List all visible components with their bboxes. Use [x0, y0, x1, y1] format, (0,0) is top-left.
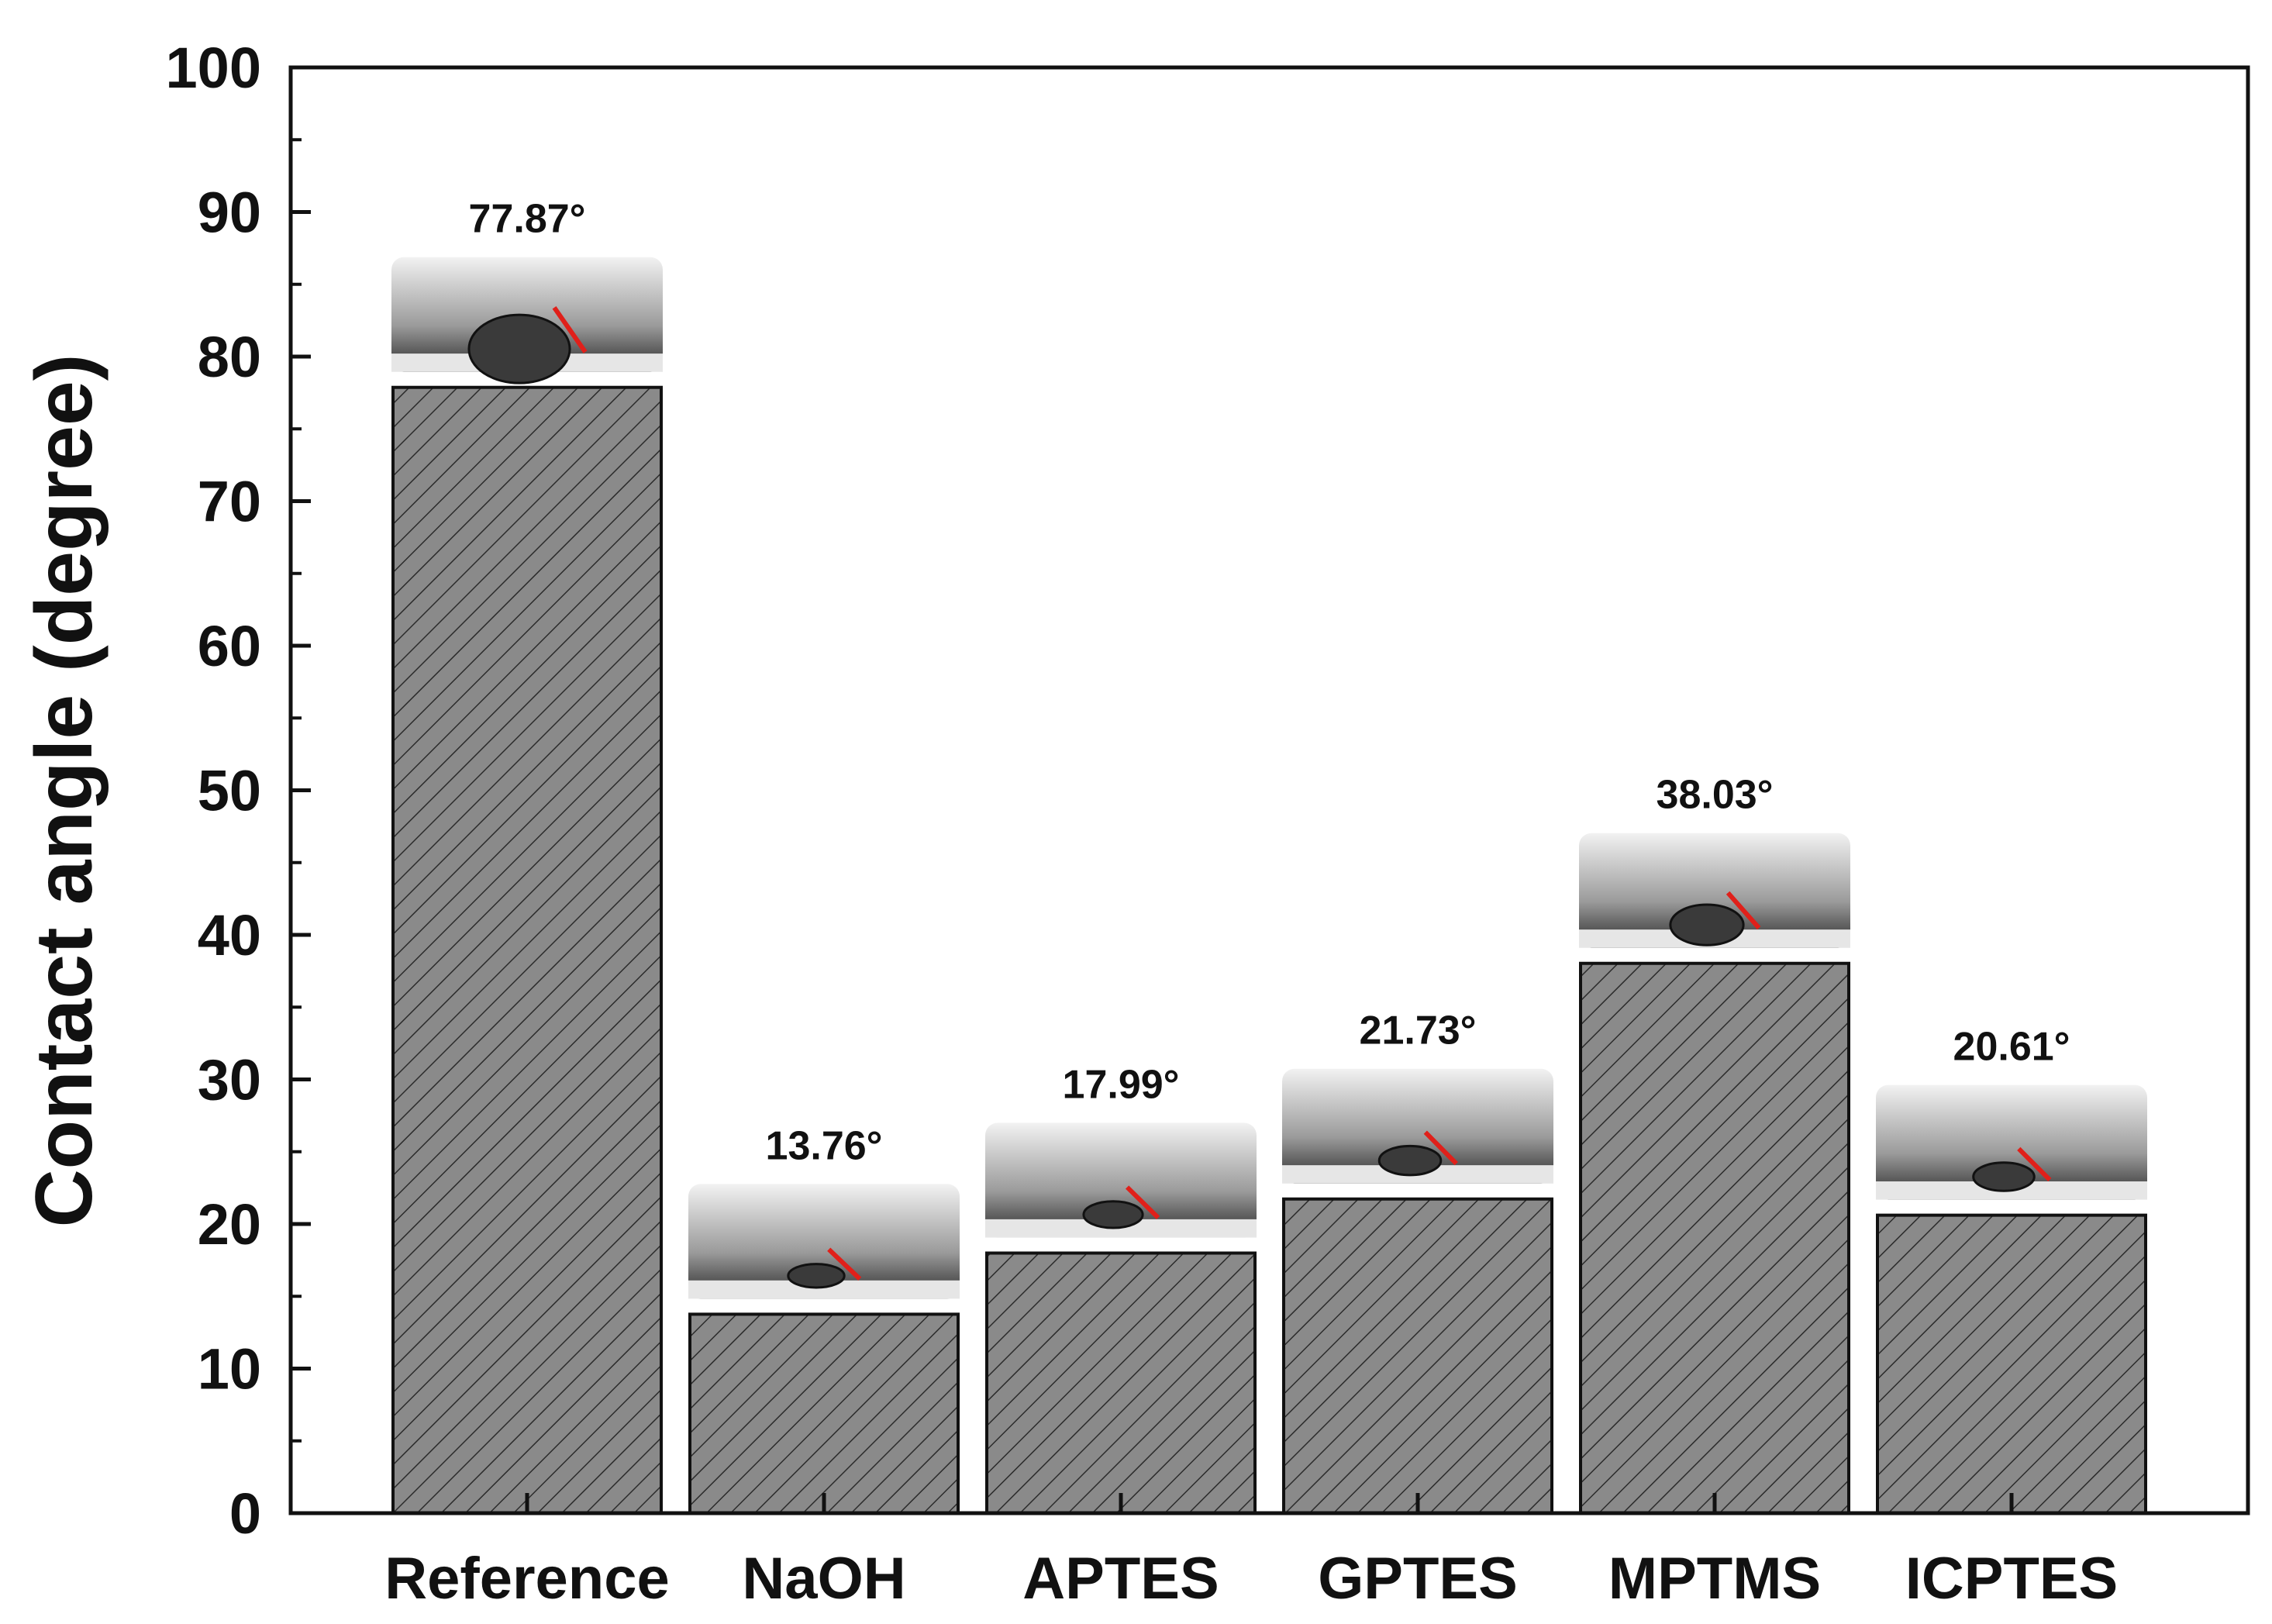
category-label-mptms: MPTMS: [1608, 1546, 1821, 1612]
data-label-naoh: 13.76°: [766, 1123, 883, 1168]
y-axis-title: Contact angle (degree): [19, 354, 109, 1228]
droplet-shape: [1082, 1200, 1144, 1229]
category-label-aptes: APTES: [1022, 1546, 1219, 1612]
y-tick-label: 20: [198, 1192, 261, 1257]
droplet-inset-gptes: [1282, 1068, 1553, 1184]
bar-icptes: [1876, 1213, 2147, 1515]
y-tick-label: 40: [198, 903, 261, 967]
y-tick-label: 60: [198, 614, 261, 678]
category-label-icptes: ICPTES: [1905, 1546, 2119, 1612]
bar-naoh: [688, 1312, 960, 1515]
bar-aptes: [985, 1251, 1257, 1515]
droplet-inset-mptms: [1579, 833, 1850, 948]
droplet-inset-aptes: [985, 1122, 1257, 1238]
plot-frame: [288, 65, 2250, 1515]
droplet-shape: [787, 1263, 846, 1289]
inset-background: [688, 1184, 960, 1299]
contact-angle-marker: [827, 1247, 862, 1281]
y-tick-label: 0: [229, 1481, 261, 1546]
data-label-mptms: 38.03°: [1657, 773, 1774, 818]
y-tick-label: 100: [166, 36, 261, 100]
bars: [391, 385, 2147, 1515]
contact-angle-marker: [2017, 1146, 2052, 1182]
droplet-inset-reference: [391, 257, 663, 384]
y-axis: 0 10 20 30 40 50 60 70 80 90 100: [166, 36, 311, 1546]
droplet-shape: [467, 313, 571, 384]
y-tick-label: 50: [198, 759, 261, 823]
inset-background: [985, 1122, 1257, 1238]
inset-background: [1876, 1084, 2147, 1200]
bar-mptms: [1579, 961, 1850, 1515]
x-axis-categories: Reference NaOH APTES GPTES MPTMS ICPTES: [384, 1493, 2118, 1612]
y-tick-label: 70: [198, 470, 261, 534]
category-label-reference: Reference: [384, 1546, 670, 1612]
inset-background: [1579, 833, 1850, 948]
droplet-inset-icptes: [1876, 1084, 2147, 1200]
contact-angle-marker: [1423, 1130, 1458, 1166]
data-label-aptes: 17.99°: [1063, 1062, 1180, 1107]
droplet-shape: [1377, 1144, 1443, 1177]
data-label-icptes: 20.61°: [1953, 1025, 2070, 1070]
contact-angle-marker: [1726, 891, 1761, 930]
inset-background: [1282, 1068, 1553, 1184]
data-label-gptes: 21.73°: [1360, 1009, 1477, 1053]
droplet-inset-naoh: [688, 1184, 960, 1299]
contact-angle-marker: [1125, 1185, 1160, 1220]
droplet-shape: [1972, 1161, 2036, 1192]
category-label-gptes: GPTES: [1318, 1546, 1518, 1612]
contact-angle-marker: [552, 306, 588, 353]
bar-reference: [391, 385, 663, 1515]
inset-substrate: [688, 1280, 960, 1299]
droplet-shape: [1669, 903, 1745, 946]
bar-gptes: [1282, 1197, 1553, 1515]
y-tick-label: 10: [198, 1337, 261, 1402]
y-tick-label: 30: [198, 1048, 261, 1112]
data-labels: 77.87° 13.76° 17.99° 21.73° 38.03° 20.61°: [469, 197, 2070, 1169]
y-tick-label: 80: [198, 325, 261, 389]
droplet-insets: [391, 257, 2147, 1299]
category-label-naoh: NaOH: [742, 1546, 905, 1612]
data-label-reference: 77.87°: [469, 197, 586, 242]
y-tick-label: 90: [198, 181, 261, 245]
